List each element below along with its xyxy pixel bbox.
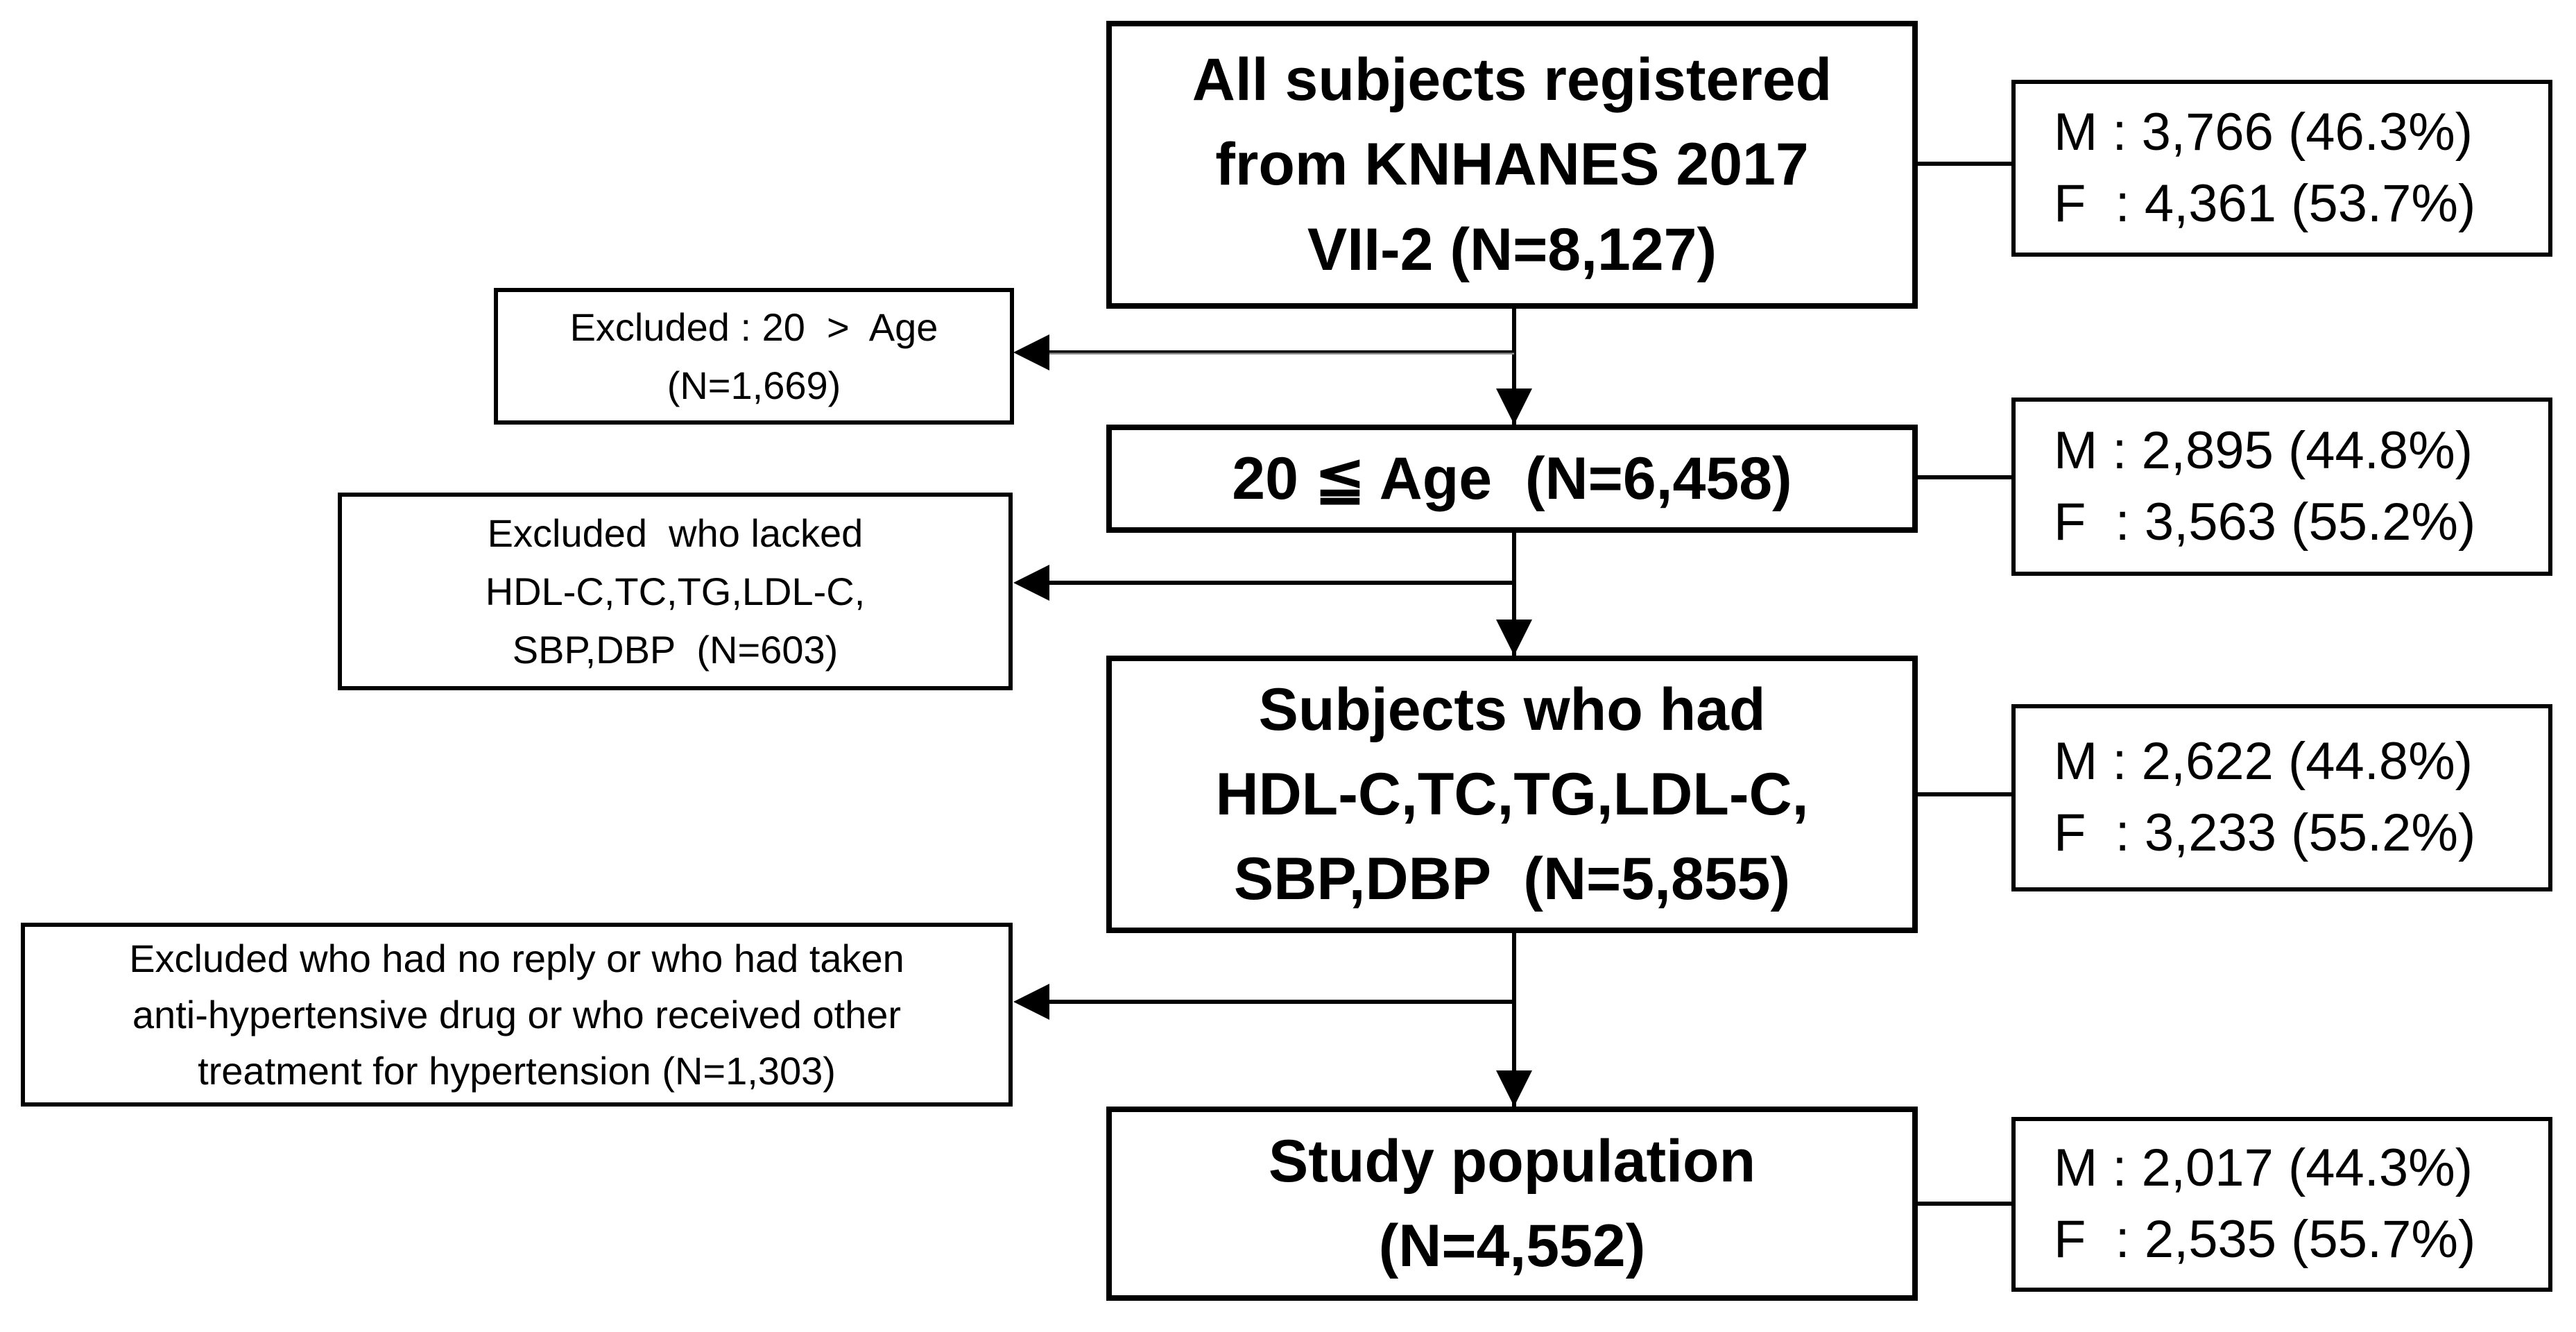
flow-box-text-line: (N=4,552) <box>1378 1213 1646 1279</box>
female-count: F : 2,535 (55.7%) <box>2054 1210 2476 1269</box>
male-count: M : 2,622 (44.8%) <box>2054 732 2473 792</box>
connector-line-main-1 <box>1512 309 1516 425</box>
gender-box-study-population: M : 2,017 (44.3%) F : 2,535 (55.7%) <box>2011 1117 2552 1292</box>
exclusion-box-missing-labs: Excluded who lacked HDL-C,TC,TG,LDL-C, S… <box>338 493 1013 690</box>
exclusion-text-line: (N=1,669) <box>667 363 841 407</box>
connector-line-gender-4 <box>1918 1202 2011 1206</box>
flow-box-study-population: Study population (N=4,552) <box>1106 1107 1918 1301</box>
female-count: F : 4,361 (53.7%) <box>2054 173 2476 233</box>
arrow-down-icon <box>1496 388 1532 425</box>
female-count: F : 3,563 (55.2%) <box>2054 492 2476 552</box>
arrow-down-icon <box>1496 1070 1532 1107</box>
exclusion-text-line: anti-hypertensive drug or who received o… <box>132 992 902 1036</box>
female-count: F : 3,233 (55.2%) <box>2054 803 2476 862</box>
arrow-left-icon <box>1013 334 1049 370</box>
arrow-left-icon <box>1013 984 1049 1020</box>
gender-box-all-subjects: M : 3,766 (46.3%) F : 4,361 (53.7%) <box>2011 80 2552 257</box>
connector-line-gender-3 <box>1918 792 2011 796</box>
exclusion-text-line: Excluded : 20 > Age <box>569 305 938 349</box>
flow-box-text-line: VII-2 (N=8,127) <box>1307 216 1717 283</box>
exclusion-text-line: HDL-C,TC,TG,LDL-C, <box>485 569 866 613</box>
arrow-left-icon <box>1013 565 1049 601</box>
connector-line-exclusion-3 <box>1037 1000 1514 1004</box>
exclusion-box-age: Excluded : 20 > Age (N=1,669) <box>494 288 1014 425</box>
exclusion-text-line: Excluded who had no reply or who had tak… <box>129 936 904 980</box>
male-count: M : 2,017 (44.3%) <box>2054 1138 2473 1198</box>
flow-box-text-line: 20 ≦ Age (N=6,458) <box>1232 445 1792 512</box>
connector-line-gender-2 <box>1918 475 2011 479</box>
flow-box-lab-complete: Subjects who had HDL-C,TC,TG,LDL-C, SBP,… <box>1106 656 1918 933</box>
flow-box-age-filter: 20 ≦ Age (N=6,458) <box>1106 425 1918 533</box>
flow-box-all-subjects: All subjects registered from KNHANES 201… <box>1106 21 1918 309</box>
exclusion-text-line: SBP,DBP (N=603) <box>512 627 839 672</box>
connector-line-exclusion-1 <box>1037 350 1514 355</box>
exclusion-box-hypertension-treatment: Excluded who had no reply or who had tak… <box>21 923 1013 1107</box>
gender-box-lab-complete: M : 2,622 (44.8%) F : 3,233 (55.2%) <box>2011 704 2552 891</box>
connector-line-gender-1 <box>1918 162 2011 166</box>
exclusion-text-line: treatment for hypertension (N=1,303) <box>198 1049 836 1093</box>
connector-line-main-2 <box>1512 533 1516 656</box>
flow-box-text-line: HDL-C,TC,TG,LDL-C, <box>1215 760 1809 828</box>
flow-box-text-line: SBP,DBP (N=5,855) <box>1233 846 1791 913</box>
flow-box-text-line: Study population <box>1268 1127 1756 1195</box>
flow-box-text-line: All subjects registered <box>1192 46 1832 114</box>
connector-line-main-3 <box>1512 933 1516 1107</box>
exclusion-text-line: Excluded who lacked <box>487 511 864 555</box>
male-count: M : 3,766 (46.3%) <box>2054 102 2473 162</box>
male-count: M : 2,895 (44.8%) <box>2054 420 2473 480</box>
arrow-down-icon <box>1496 620 1532 656</box>
flow-box-text-line: Subjects who had <box>1258 676 1766 743</box>
gender-box-age-filter: M : 2,895 (44.8%) F : 3,563 (55.2%) <box>2011 398 2552 576</box>
flow-box-text-line: from KNHANES 2017 <box>1215 131 1809 198</box>
connector-line-exclusion-2 <box>1037 581 1514 585</box>
